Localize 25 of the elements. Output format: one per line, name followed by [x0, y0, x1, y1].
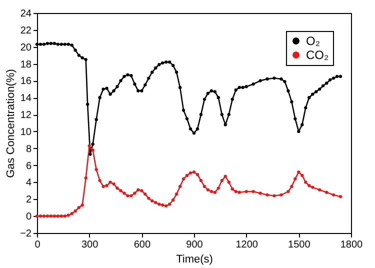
legend-label: O₂ — [306, 34, 320, 48]
x-tick-label: 1500 — [288, 240, 311, 250]
y-tick-label: 22 — [20, 25, 32, 36]
x-axis-title: Time(s) — [176, 254, 213, 266]
y-tick-label: 14 — [20, 93, 32, 104]
x-tick-label: 0 — [34, 240, 41, 250]
y-tick-label: 12 — [20, 110, 32, 122]
x-tick-label: 1800 — [340, 240, 364, 250]
y-axis-title: Gas Concentration(%) — [5, 69, 18, 178]
legend-label: CO₂ — [306, 48, 329, 62]
y-tick-label: 4 — [26, 178, 32, 189]
y-tick-label: 18 — [20, 59, 32, 70]
y-tick-label: 10 — [20, 126, 32, 138]
y-tick-label: 20 — [20, 42, 32, 54]
y-tick-label: 6 — [26, 160, 32, 172]
x-tick-label: 300 — [81, 240, 99, 250]
y-tick-label: 24 — [20, 8, 32, 20]
x-tick-label: 600 — [134, 240, 151, 250]
y-tick-label: 8 — [26, 144, 32, 155]
y-tick-label: −2 — [20, 228, 32, 240]
y-tick-label: 16 — [20, 76, 32, 88]
x-tick-label: 1200 — [236, 240, 258, 250]
y-tick-label: 2 — [26, 194, 32, 206]
y-tick-label: 0 — [26, 212, 32, 223]
x-tick-label: 900 — [186, 240, 204, 250]
